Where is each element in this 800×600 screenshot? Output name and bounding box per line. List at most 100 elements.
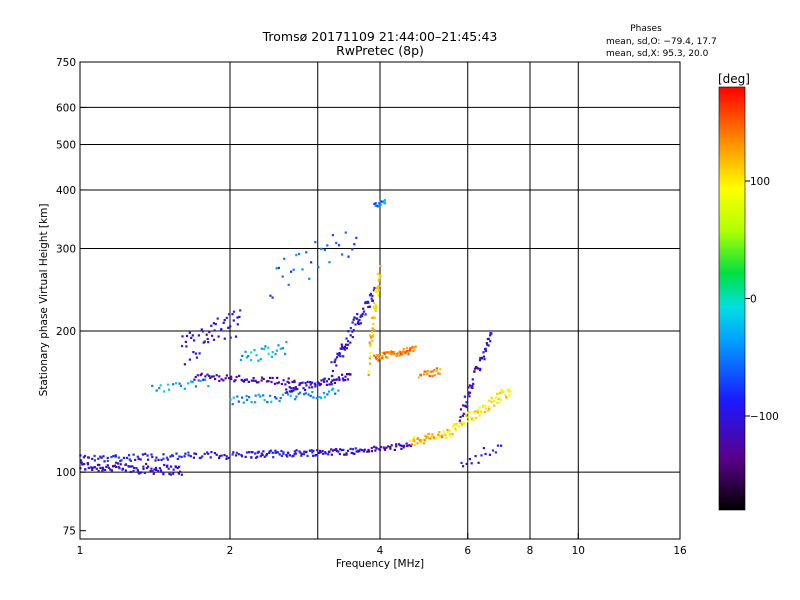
data-point: [81, 463, 84, 466]
data-point: [373, 328, 376, 332]
data-point: [120, 459, 123, 462]
data-point: [268, 451, 271, 454]
data-point: [179, 384, 183, 387]
data-point: [303, 450, 306, 453]
data-point: [218, 379, 221, 383]
data-point: [455, 424, 458, 427]
data-point: [367, 450, 371, 453]
data-point: [312, 449, 315, 452]
data-point: [426, 373, 429, 376]
data-point: [465, 413, 468, 416]
data-point: [150, 467, 153, 470]
data-point: [232, 396, 235, 399]
data-point: [154, 466, 158, 469]
data-point: [193, 339, 196, 342]
data-point: [281, 275, 284, 278]
data-point: [151, 470, 154, 473]
data-point: [477, 409, 480, 412]
data-point: [97, 469, 100, 473]
data-point: [299, 391, 302, 394]
data-point: [93, 454, 96, 457]
data-point: [318, 395, 321, 399]
data-point: [438, 372, 441, 376]
data-point: [412, 436, 415, 439]
data-point: [454, 427, 457, 430]
data-point: [497, 392, 500, 395]
data-point: [368, 342, 372, 345]
data-point: [353, 243, 356, 246]
data-point: [252, 377, 255, 380]
data-point: [466, 420, 470, 423]
data-point: [278, 399, 281, 403]
data-point: [433, 369, 436, 372]
data-point: [299, 451, 302, 454]
data-point: [317, 451, 321, 455]
data-point: [218, 456, 221, 460]
data-point: [323, 377, 326, 380]
data-point: [282, 379, 285, 382]
data-point: [207, 341, 210, 344]
data-point: [225, 455, 228, 458]
data-point: [193, 452, 196, 455]
data-point: [413, 348, 416, 351]
data-point: [147, 458, 150, 461]
data-point: [401, 353, 404, 356]
data-point: [370, 450, 373, 453]
data-point: [462, 465, 465, 468]
data-point: [245, 394, 248, 398]
data-point: [463, 395, 466, 398]
data-point: [157, 458, 160, 461]
data-point: [248, 451, 251, 454]
data-point: [353, 316, 356, 319]
data-point: [262, 450, 265, 453]
data-point: [318, 382, 321, 385]
data-point: [485, 342, 488, 345]
data-point: [495, 396, 498, 399]
data-point: [403, 351, 406, 354]
data-point: [276, 376, 279, 379]
data-point: [168, 472, 171, 475]
data-point: [308, 449, 311, 452]
data-point: [433, 436, 436, 439]
data-point: [484, 349, 487, 352]
data-point: [333, 381, 336, 384]
data-point: [294, 388, 297, 391]
data-point: [210, 375, 213, 378]
data-point: [490, 332, 493, 335]
data-point: [194, 375, 197, 379]
data-point: [459, 421, 462, 424]
data-point: [371, 339, 374, 342]
data-point: [201, 330, 205, 333]
data-point: [115, 461, 118, 464]
data-point: [287, 452, 290, 455]
data-point: [454, 429, 457, 432]
data-point: [230, 375, 233, 378]
data-point: [314, 453, 318, 457]
data-point: [276, 451, 279, 454]
data-point: [223, 453, 226, 457]
data-point: [493, 404, 496, 407]
data-point: [349, 334, 352, 337]
data-point: [445, 436, 448, 439]
data-point: [480, 357, 483, 360]
data-point: [339, 448, 342, 451]
data-point: [167, 388, 171, 391]
data-point: [269, 294, 272, 297]
data-point: [364, 313, 367, 316]
data-point: [166, 464, 169, 467]
data-point: [351, 248, 354, 251]
data-point: [274, 353, 277, 356]
data-point: [292, 389, 295, 392]
data-point: [439, 435, 442, 438]
data-point: [101, 466, 104, 469]
data-point: [245, 451, 249, 454]
data-point: [143, 471, 146, 474]
data-point: [334, 392, 337, 395]
x-tick-label: 1: [77, 545, 84, 557]
data-point: [210, 451, 213, 454]
data-point: [481, 405, 484, 408]
data-point: [288, 386, 291, 389]
data-point: [422, 442, 425, 445]
data-point: [187, 454, 190, 457]
data-point: [279, 396, 282, 400]
